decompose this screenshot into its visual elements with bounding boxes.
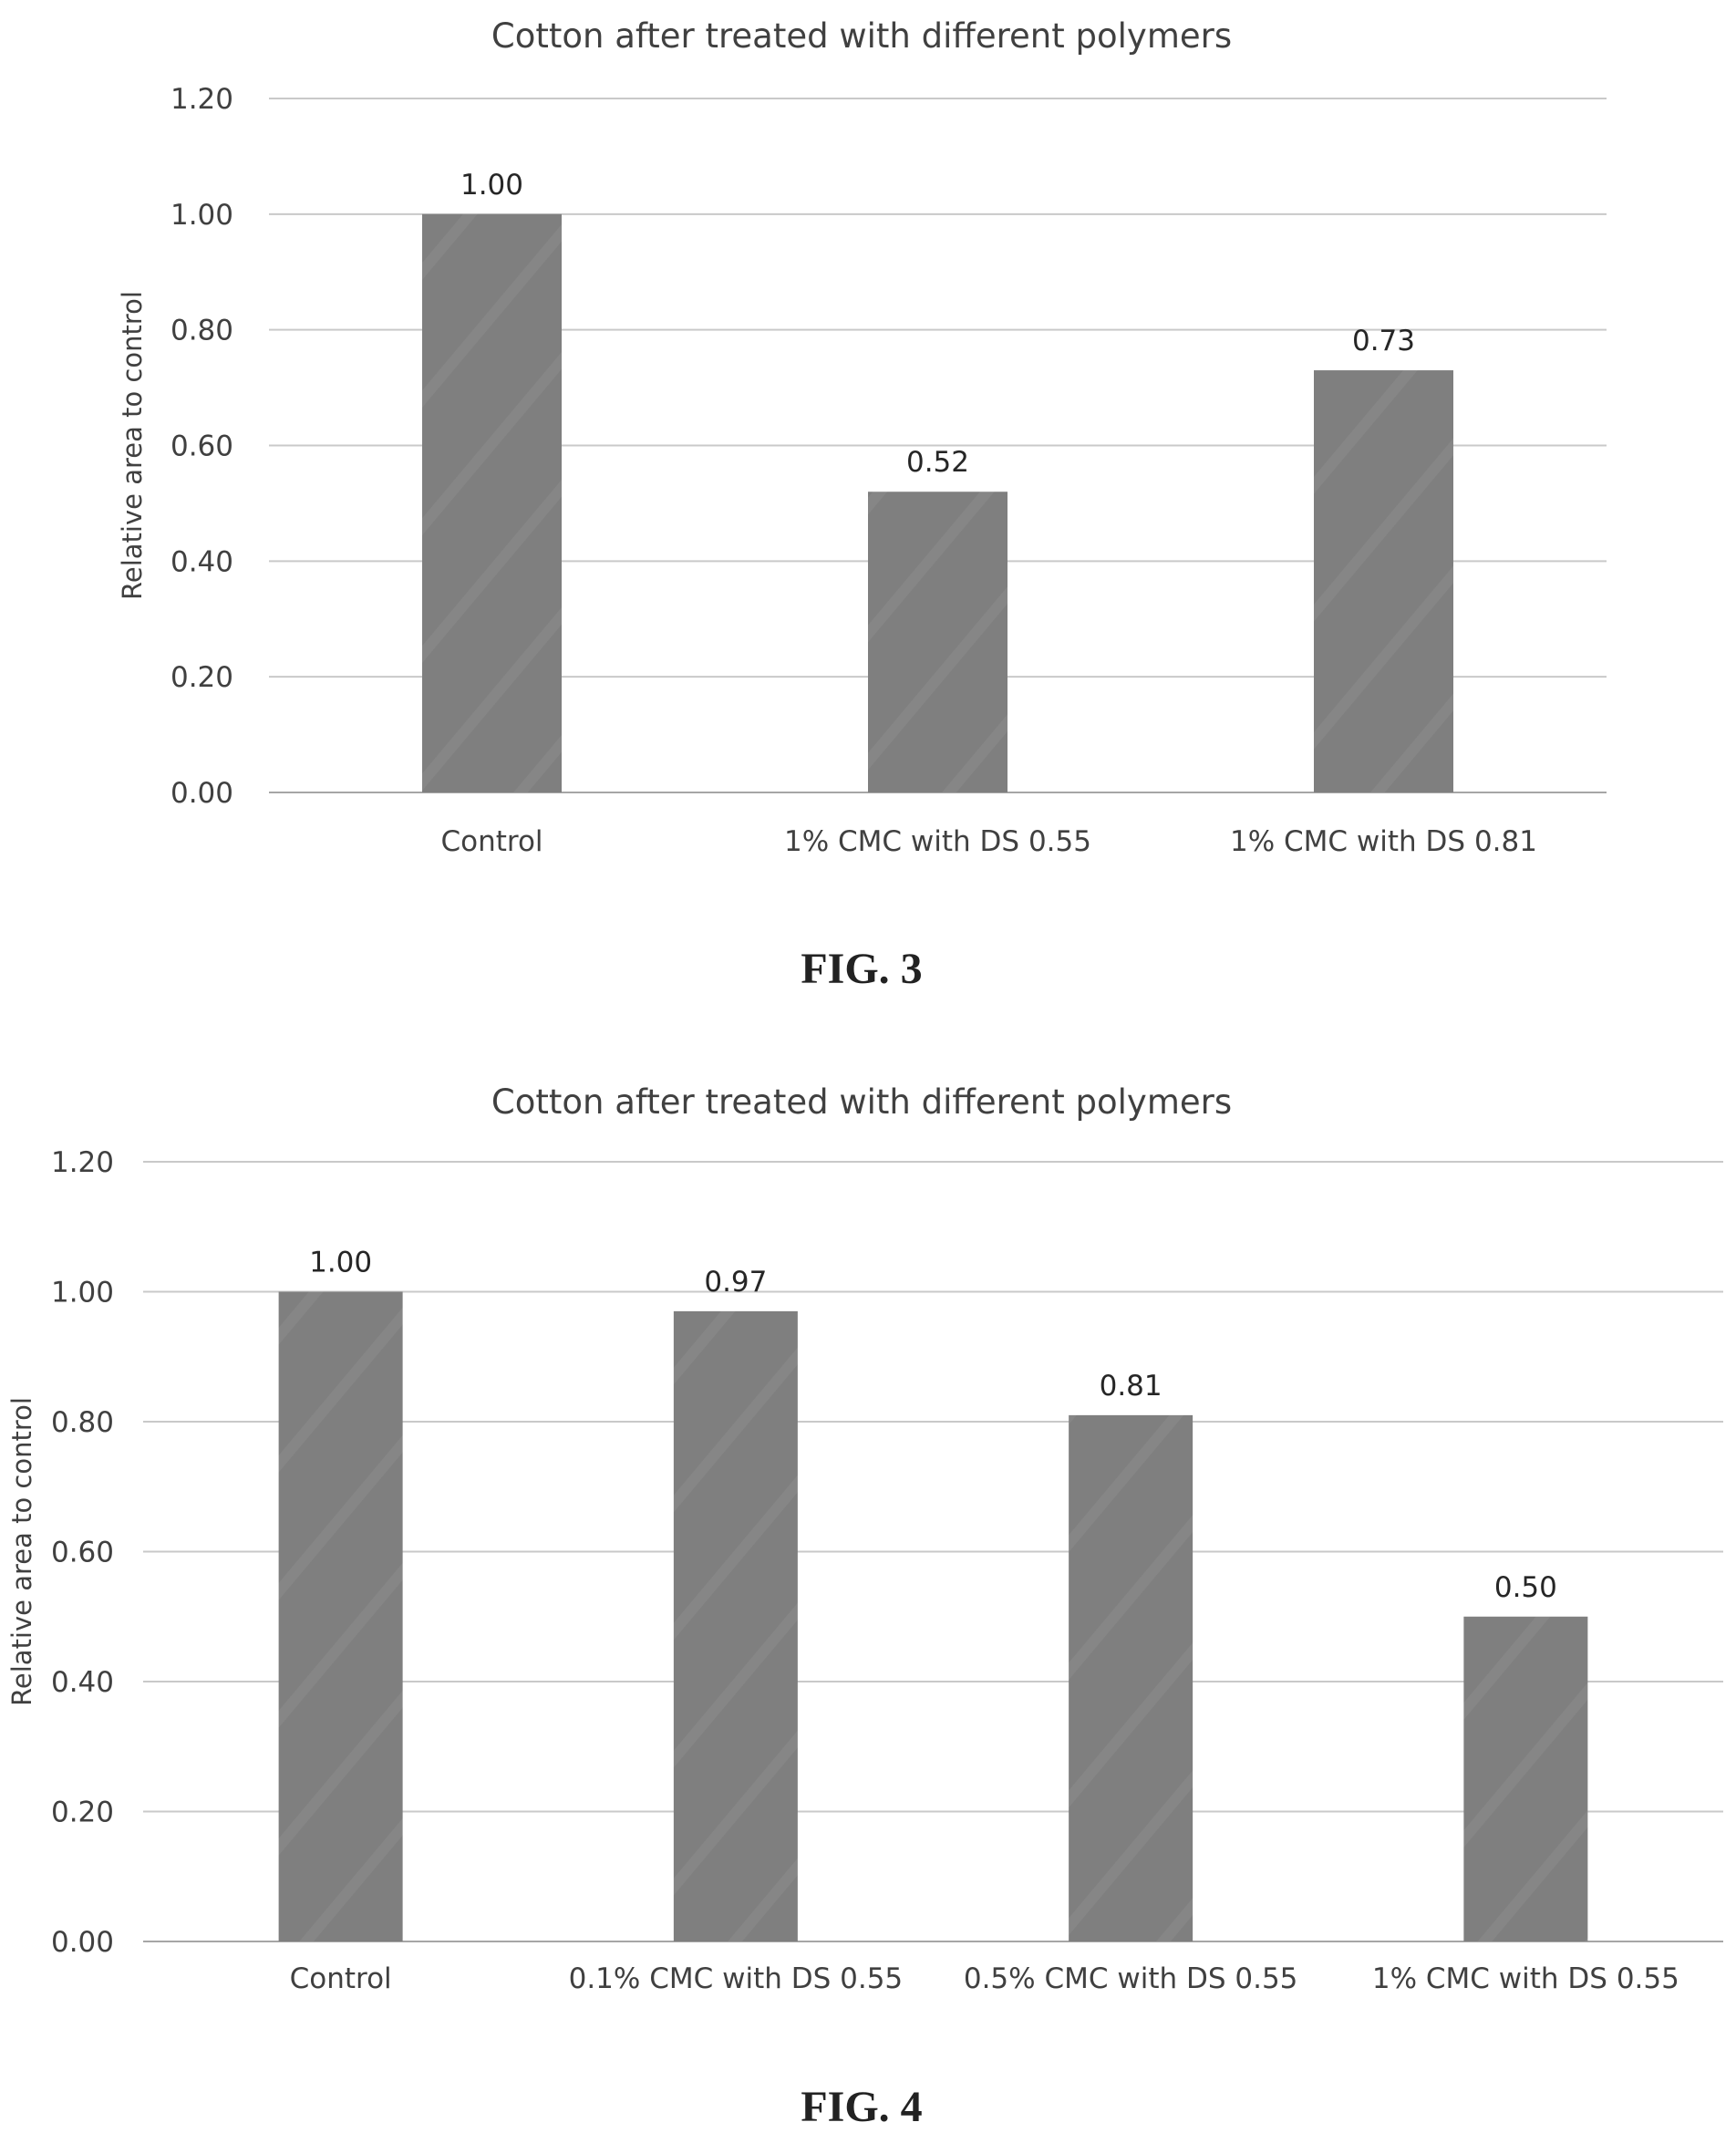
data-label: 0.97	[704, 1266, 767, 1299]
y-tick-label: 0.20	[170, 661, 233, 694]
figure-caption: FIG. 3	[801, 945, 922, 993]
chart-2: Cotton after treated with different poly…	[6, 1082, 1723, 2131]
y-tick-label: 0.20	[51, 1796, 114, 1829]
y-tick-label: 0.80	[170, 315, 233, 347]
y-tick-label: 0.60	[51, 1537, 114, 1569]
bar	[1069, 1414, 1194, 1941]
data-label: 0.81	[1100, 1370, 1162, 1403]
y-axis-title: Relative area to control	[6, 1397, 37, 1706]
bar	[278, 1291, 403, 1941]
y-tick-label: 0.80	[51, 1406, 114, 1439]
y-tick-label: 1.00	[170, 199, 233, 232]
x-category-label: 1% CMC with DS 0.55	[1372, 1962, 1679, 1995]
chart-title: Cotton after treated with different poly…	[491, 16, 1232, 56]
data-label: 0.50	[1494, 1571, 1557, 1604]
x-category-label: Control	[290, 1962, 392, 1995]
y-axis-title: Relative area to control	[117, 291, 148, 600]
x-category-label: Control	[440, 825, 542, 858]
y-tick-label: 0.60	[170, 430, 233, 463]
chart-title: Cotton after treated with different poly…	[491, 1082, 1232, 1122]
x-category-label: 0.1% CMC with DS 0.55	[569, 1962, 904, 1995]
y-tick-label: 0.40	[51, 1666, 114, 1699]
data-label: 0.52	[906, 446, 969, 479]
bar	[1314, 370, 1453, 792]
data-label: 1.00	[460, 169, 523, 202]
y-tick-label: 1.00	[51, 1277, 114, 1310]
x-category-label: 0.5% CMC with DS 0.55	[964, 1962, 1298, 1995]
y-tick-label: 1.20	[51, 1146, 114, 1179]
bar	[1463, 1616, 1588, 1941]
bar	[422, 213, 562, 793]
y-tick-label: 0.00	[170, 777, 233, 810]
figure-caption: FIG. 4	[801, 2083, 922, 2131]
data-label: 1.00	[309, 1247, 372, 1279]
x-category-label: 1% CMC with DS 0.81	[1230, 825, 1537, 858]
y-tick-label: 0.40	[170, 545, 233, 578]
x-category-label: 1% CMC with DS 0.55	[784, 825, 1091, 858]
y-tick-label: 1.20	[170, 83, 233, 116]
chart-1: Cotton after treated with different poly…	[117, 16, 1607, 993]
bar	[868, 492, 1008, 792]
bar	[673, 1310, 798, 1941]
data-label: 0.73	[1352, 325, 1415, 357]
y-tick-label: 0.00	[51, 1926, 114, 1959]
